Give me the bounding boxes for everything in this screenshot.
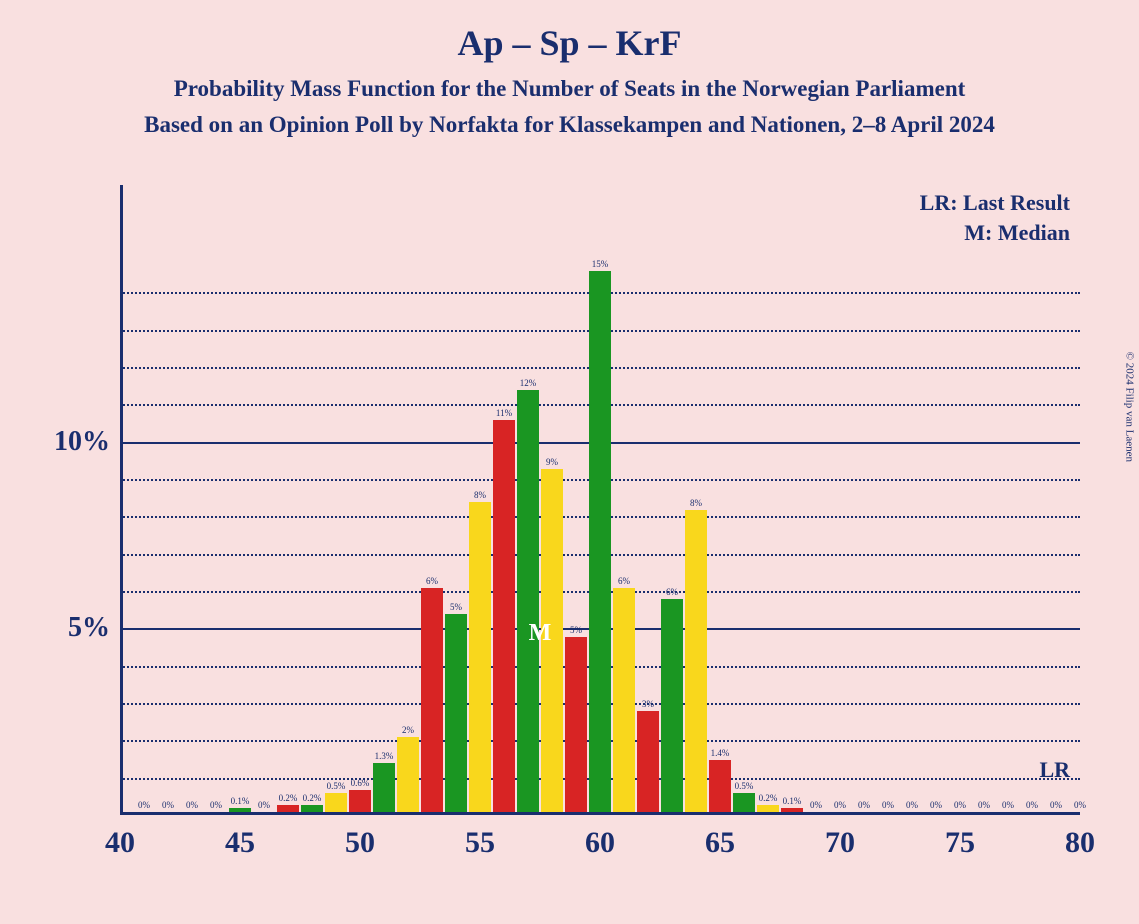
bar: 11% [493, 420, 515, 812]
bar-label: 0% [834, 800, 846, 810]
y-axis-label: 10% [30, 426, 110, 458]
bar-label: 0% [906, 800, 918, 810]
bar: 5% [445, 614, 467, 812]
chart-title: Ap – Sp – KrF [0, 0, 1139, 64]
bar: 12% [517, 390, 539, 812]
bar-label: 1.4% [711, 748, 730, 758]
x-axis-label: 80 [1065, 826, 1095, 860]
bar: 8% [469, 502, 491, 812]
bar-label: 11% [496, 408, 512, 418]
plot-area: LR: Last Result M: Median LR 5%10%404550… [120, 185, 1080, 815]
x-axis-label: 50 [345, 826, 375, 860]
bar-label: 0.1% [783, 796, 802, 806]
bar: 0.2% [277, 805, 299, 812]
bar: 0.1% [781, 808, 803, 812]
bar: 8% [685, 510, 707, 812]
bar-label: 1.3% [375, 751, 394, 761]
y-axis [120, 185, 123, 815]
bar-label: 12% [520, 378, 537, 388]
bar: 0.5% [325, 793, 347, 812]
bar-label: 5% [450, 602, 462, 612]
bar-label: 8% [690, 498, 702, 508]
bar-label: 8% [474, 490, 486, 500]
bar-label: 0% [810, 800, 822, 810]
x-axis-label: 45 [225, 826, 255, 860]
bar-label: 0.6% [351, 778, 370, 788]
bar-label: 2% [402, 725, 414, 735]
bar-label: 0.2% [759, 793, 778, 803]
bar-label: 0.5% [735, 781, 754, 791]
bar: 0.6% [349, 790, 371, 812]
x-axis [120, 812, 1080, 815]
x-axis-label: 40 [105, 826, 135, 860]
bar-label: 0.2% [279, 793, 298, 803]
bar-label: 0% [162, 800, 174, 810]
bar-label: 3% [642, 699, 654, 709]
x-axis-label: 60 [585, 826, 615, 860]
copyright-text: © 2024 Filip van Laenen [1123, 352, 1135, 462]
x-axis-label: 55 [465, 826, 495, 860]
bar-label: 0% [1026, 800, 1038, 810]
bar-label: 0% [210, 800, 222, 810]
chart-subtitle-1: Probability Mass Function for the Number… [0, 76, 1139, 102]
y-axis-label: 5% [30, 612, 110, 644]
bar-label: 0% [138, 800, 150, 810]
chart-container: Ap – Sp – KrF Probability Mass Function … [0, 0, 1139, 924]
legend-m: M: Median [964, 220, 1070, 246]
bar-label: 6% [426, 576, 438, 586]
bar-label: 0.1% [231, 796, 250, 806]
median-marker: M [529, 620, 552, 647]
bar: 15% [589, 271, 611, 812]
bar-label: 0% [954, 800, 966, 810]
bar: 0.2% [301, 805, 323, 812]
chart-subtitle-2: Based on an Opinion Poll by Norfakta for… [0, 112, 1139, 138]
bar: 6% [661, 599, 683, 812]
bar-label: 0% [978, 800, 990, 810]
bar: 0.1% [229, 808, 251, 812]
bar-label: 5% [570, 625, 582, 635]
bar-label: 0% [1074, 800, 1086, 810]
bar: 1.4% [709, 760, 731, 812]
x-axis-label: 70 [825, 826, 855, 860]
bar: 5% [565, 637, 587, 812]
bar: 0.2% [757, 805, 779, 812]
bar: 6% [613, 588, 635, 812]
bar-label: 0% [930, 800, 942, 810]
bar: 6% [421, 588, 443, 812]
bar-label: 0% [1050, 800, 1062, 810]
bar-label: 0% [1002, 800, 1014, 810]
bar: 3% [637, 711, 659, 812]
x-axis-label: 65 [705, 826, 735, 860]
bar-label: 6% [618, 576, 630, 586]
bar-label: 0.5% [327, 781, 346, 791]
bar-label: 0.2% [303, 793, 322, 803]
x-axis-label: 75 [945, 826, 975, 860]
bar: 2% [397, 737, 419, 812]
bar: 1.3% [373, 763, 395, 812]
bar-label: 0% [882, 800, 894, 810]
bar: 0.5% [733, 793, 755, 812]
legend-lr: LR: Last Result [920, 190, 1070, 216]
bar-label: 0% [186, 800, 198, 810]
bar-label: 9% [546, 457, 558, 467]
bar-label: 0% [858, 800, 870, 810]
bar-label: 15% [592, 259, 609, 269]
bar-label: 6% [666, 587, 678, 597]
bar-label: 0% [258, 800, 270, 810]
